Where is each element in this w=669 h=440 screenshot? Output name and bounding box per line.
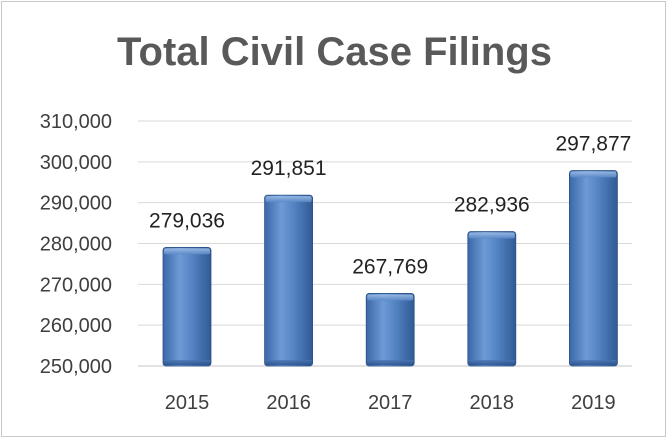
bar-bevel-bottom [570, 360, 617, 365]
y-tick-label: 310,000 [40, 111, 112, 133]
bar-body [467, 231, 517, 367]
data-label: 282,936 [454, 194, 530, 217]
x-tick-label: 2017 [368, 392, 413, 414]
x-tick-label: 2016 [266, 392, 311, 414]
x-tick-label: 2018 [470, 392, 515, 414]
x-tick-label: 2019 [571, 392, 616, 414]
bar-body [365, 293, 415, 367]
data-label: 291,851 [251, 157, 327, 180]
bar [264, 194, 314, 367]
bar-bevel-top [367, 294, 414, 301]
bar-body [569, 170, 618, 367]
chart-title: Total Civil Case Filings [117, 30, 552, 74]
bar-bevel-top [164, 248, 210, 255]
bar-bevel-bottom [367, 360, 414, 365]
data-label: 297,877 [555, 133, 631, 156]
y-tick-label: 270,000 [40, 274, 112, 296]
bar-bevel-bottom [164, 360, 210, 365]
y-tick-label: 260,000 [40, 315, 112, 337]
bar-bevel-top [570, 171, 617, 178]
x-tick-label: 2015 [165, 392, 210, 414]
bar [569, 170, 618, 367]
bar-bevel-top [265, 196, 312, 203]
bar [365, 293, 415, 367]
y-tick-label: 290,000 [40, 193, 112, 215]
data-label: 267,769 [352, 255, 428, 278]
bar-bevel-bottom [468, 360, 515, 365]
bar-bevel-top [468, 232, 515, 239]
bar-body [264, 194, 314, 367]
y-tick-label: 250,000 [40, 356, 112, 378]
bar-bevel-bottom [265, 360, 312, 365]
bar [162, 247, 212, 367]
y-tick-label: 300,000 [40, 152, 112, 174]
bar-body [162, 247, 212, 367]
data-label: 279,036 [149, 209, 225, 232]
y-tick-label: 280,000 [40, 234, 112, 256]
bar [467, 231, 517, 367]
